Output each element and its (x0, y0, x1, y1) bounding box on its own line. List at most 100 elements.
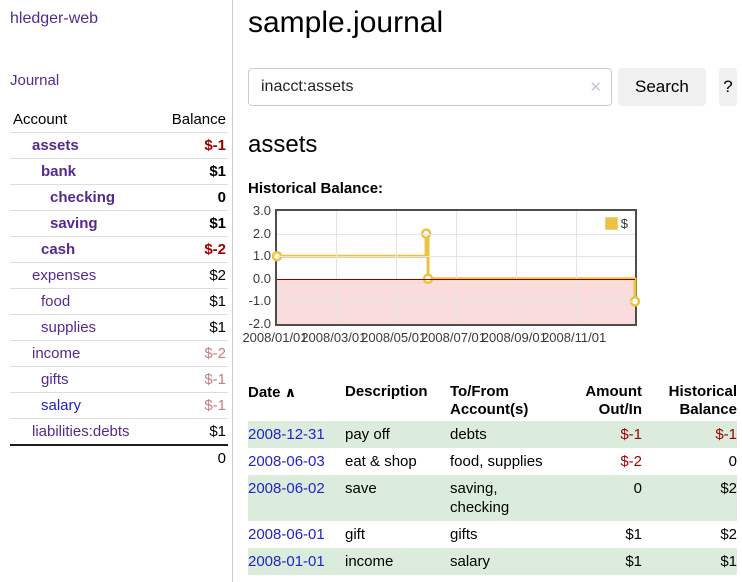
account-balance: $1 (158, 419, 228, 446)
account-balance: $-1 (158, 133, 228, 159)
legend-label: $ (621, 216, 628, 231)
gridline (277, 256, 635, 257)
balance-header: Balance (158, 107, 228, 133)
account-link[interactable]: income (32, 345, 80, 362)
clear-search-icon[interactable]: ✕ (589, 78, 602, 96)
gridline (456, 211, 457, 324)
chart-x-axis: 2008/01/012008/03/012008/05/012008/07/01… (275, 330, 633, 346)
transaction-balance: $2 (642, 475, 737, 521)
account-link[interactable]: gifts (41, 371, 69, 388)
account-row: cash $-2 (10, 237, 228, 263)
gridline (336, 211, 337, 324)
account-row: expenses $2 (10, 263, 228, 289)
account-row: income $-2 (10, 341, 228, 367)
transaction-amount: $1 (566, 521, 642, 548)
help-button[interactable]: ? (719, 68, 737, 106)
account-row: food $1 (10, 289, 228, 315)
gridline (576, 211, 577, 324)
account-row: saving$1 (10, 211, 228, 237)
transaction-amount: $-2 (566, 448, 642, 475)
gridline (396, 211, 397, 324)
account-link[interactable]: bank (41, 163, 76, 180)
account-balance: 0 (158, 185, 228, 211)
account-link[interactable]: supplies (41, 319, 96, 336)
account-link[interactable]: food (41, 293, 70, 310)
y-tick-label: -1.0 (248, 294, 271, 308)
sidebar: hledger-web Journal Account Balance asse… (0, 0, 233, 582)
transaction-date-link[interactable]: 2008-06-03 (248, 453, 325, 470)
account-row: salary $-1 (10, 393, 228, 419)
search-input[interactable] (248, 68, 612, 106)
account-balance: $-1 (158, 367, 228, 393)
transaction-accounts: saving, checking (450, 475, 566, 521)
account-heading: assets (248, 131, 737, 159)
transaction-date-link[interactable]: 2008-01-01 (248, 553, 325, 570)
transaction-amount: $-1 (566, 421, 642, 448)
register-header-amount: Amount Out/In (566, 381, 642, 421)
search-bar: ✕ Search ? (248, 68, 737, 106)
transaction-balance: 0 (642, 448, 737, 475)
chart-title: Historical Balance: (248, 180, 737, 197)
transaction-amount: 0 (566, 475, 642, 521)
account-link[interactable]: liabilities:debts (32, 423, 130, 440)
register-row: 2008-06-03eat & shopfood, supplies$-20 (248, 448, 737, 475)
register-header-balance: Historical Balance (642, 381, 737, 421)
transaction-date-link[interactable]: 2008-06-02 (248, 480, 325, 497)
account-balance: $2 (158, 263, 228, 289)
register-row: 2008-12-31pay offdebts$-1$-1 (248, 421, 737, 448)
account-row: supplies $1 (10, 315, 228, 341)
sidebar-item-journal[interactable]: Journal (10, 72, 59, 89)
register-header-accounts: To/From Account(s) (450, 381, 566, 421)
transaction-description: save (345, 475, 450, 521)
y-tick-label: 3.0 (248, 204, 271, 218)
transaction-date-link[interactable]: 2008-06-01 (248, 526, 325, 543)
register-header-description: Description (345, 381, 450, 421)
transaction-description: income (345, 548, 450, 575)
transaction-balance: $2 (642, 521, 737, 548)
y-tick-label: -2.0 (248, 317, 271, 331)
transaction-accounts: food, supplies (450, 448, 566, 475)
accounts-header: Account (10, 107, 158, 133)
register-row: 2008-01-01incomesalary$1$1 (248, 548, 737, 575)
account-row: checking 0 (10, 185, 228, 211)
main-pane: sample.journal ✕ Search ? assets Histori… (248, 0, 737, 575)
transaction-description: pay off (345, 421, 450, 448)
gridline (277, 234, 635, 235)
gridline (277, 301, 635, 302)
account-balance: $1 (158, 289, 228, 315)
account-link[interactable]: cash (41, 241, 75, 258)
accounts-total: 0 (158, 445, 228, 471)
y-tick-label: 2.0 (248, 227, 271, 241)
transaction-balance: $1 (642, 548, 737, 575)
transaction-description: gift (345, 521, 450, 548)
chart-plot-area: $ (275, 209, 637, 326)
transaction-accounts: salary (450, 548, 566, 575)
account-balance: $-2 (158, 237, 228, 263)
accounts-table: Account Balance assets $-1 bank $1 checking 0… (10, 107, 228, 471)
account-balance: $1 (158, 315, 228, 341)
gridline (516, 211, 517, 324)
register-header-date[interactable]: Date ∧ (248, 381, 345, 421)
account-balance: $-1 (158, 393, 228, 419)
account-row: gifts $-1 (10, 367, 228, 393)
account-row: bank $1 (10, 159, 228, 185)
account-row: assets $-1 (10, 133, 228, 159)
transaction-balance: $-1 (642, 421, 737, 448)
register-row: 2008-06-02 savesaving, checking0$2 (248, 475, 737, 521)
balance-chart: 3.02.01.00.0-1.0-2.0 $ 2008/01/012008/03… (248, 209, 737, 351)
app-title-link[interactable]: hledger-web (10, 10, 232, 28)
account-balance: $-2 (158, 341, 228, 367)
account-link[interactable]: expenses (32, 267, 96, 284)
page-title: sample.journal (248, 6, 737, 40)
zero-line (277, 279, 635, 280)
search-box: ✕ (248, 68, 612, 106)
account-balance: $1 (158, 159, 228, 185)
y-tick-label: 0.0 (248, 272, 271, 286)
account-link[interactable]: salary (41, 397, 81, 414)
sort-ascending-icon: ∧ (285, 384, 296, 400)
search-button[interactable]: Search (618, 68, 706, 106)
transaction-date-link[interactable]: 2008-12-31 (248, 426, 325, 443)
account-link[interactable]: saving (50, 215, 98, 232)
account-link[interactable]: checking (50, 189, 115, 206)
account-link[interactable]: assets (32, 137, 79, 154)
